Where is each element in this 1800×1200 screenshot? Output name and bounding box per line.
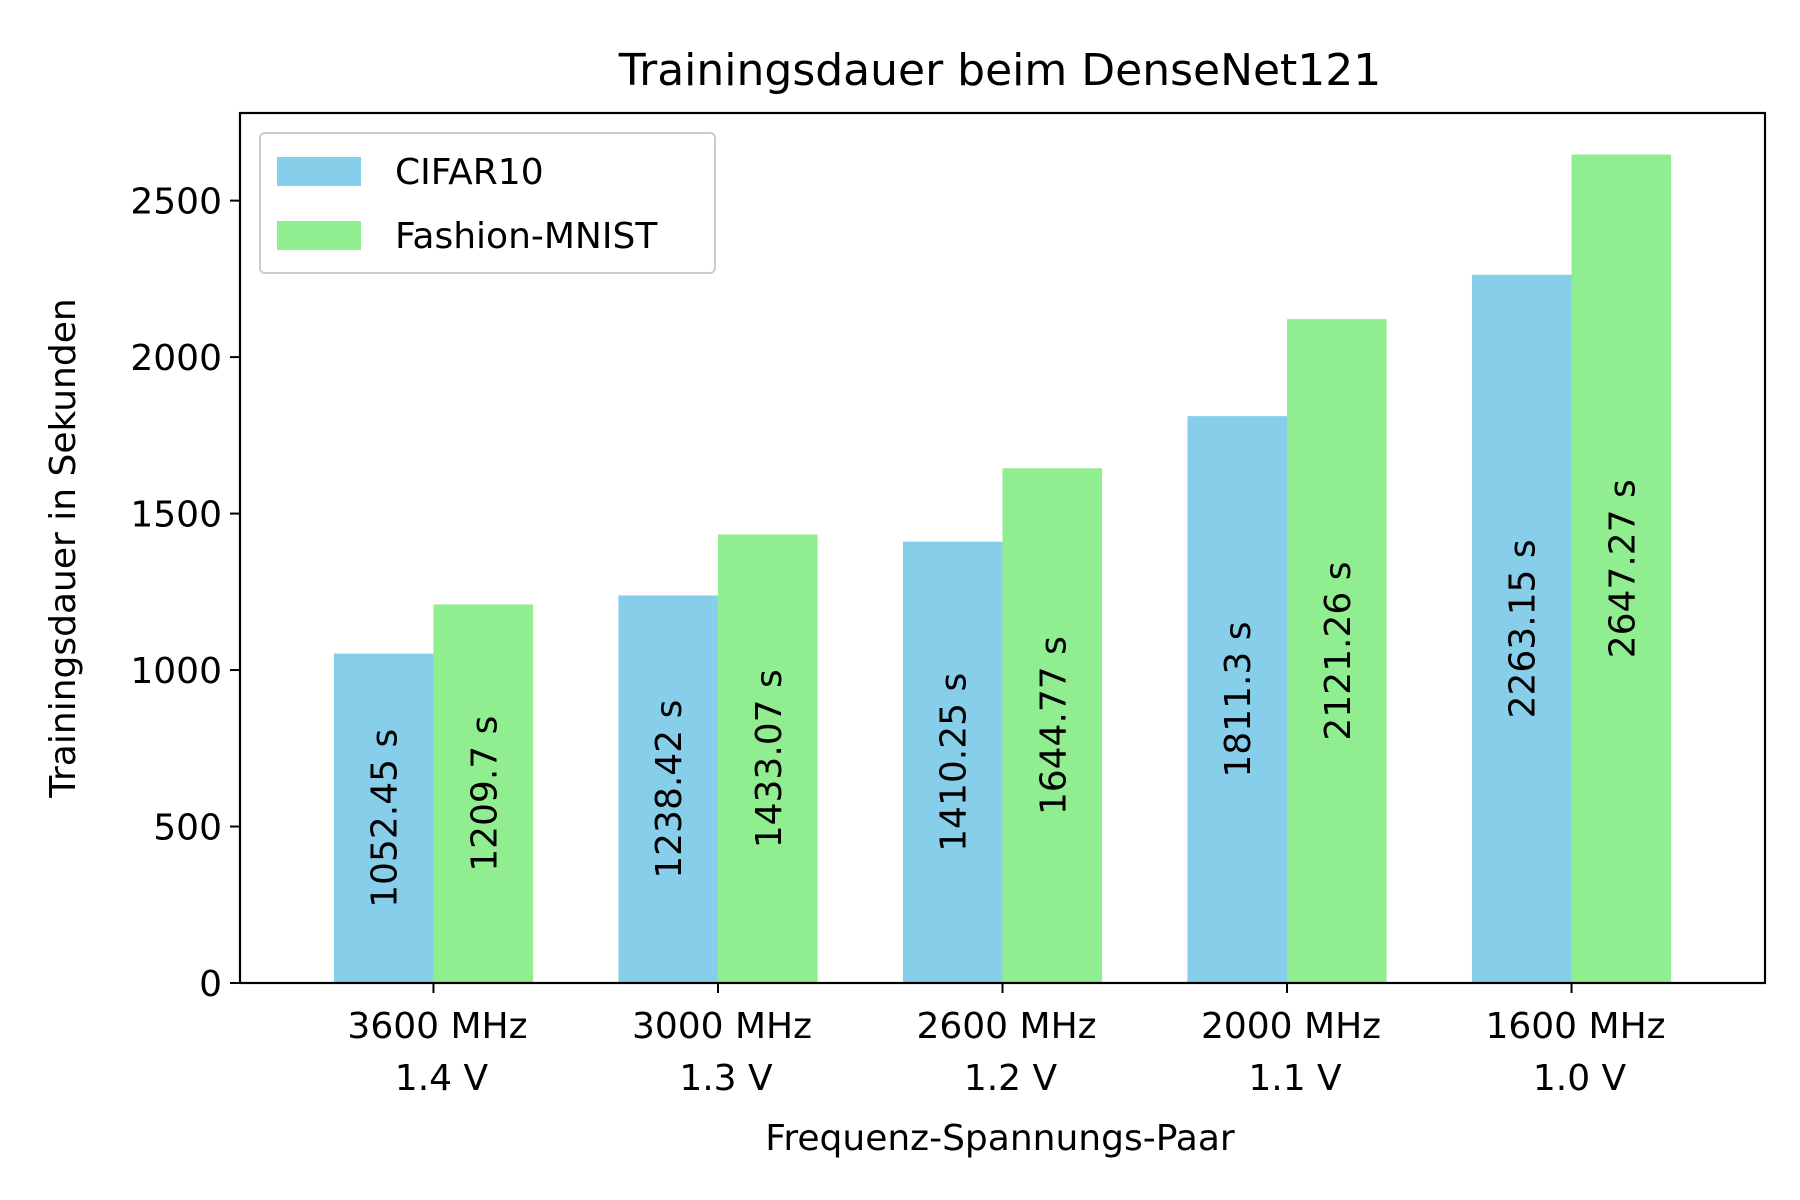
legend-swatch-cifar10 bbox=[277, 157, 361, 186]
bar-value-label-cifar10-1: 1238.42 s bbox=[649, 700, 690, 879]
y-axis: 0 500 1000 1500 2000 2500 bbox=[130, 182, 240, 1005]
x-tick-label: 1.1 V bbox=[1248, 1058, 1342, 1099]
bars-layer bbox=[333, 154, 1672, 984]
legend-swatch-fashion-mnist bbox=[277, 221, 361, 250]
bar-fashion-mnist-3 bbox=[1287, 319, 1387, 983]
x-tick-label: 1.0 V bbox=[1533, 1058, 1627, 1099]
bar-value-label-cifar10-3: 1811.3 s bbox=[1218, 621, 1259, 777]
bar-value-label-cifar10-0: 1052.45 s bbox=[365, 729, 406, 908]
bar-value-label-fashion-mnist-1: 1433.07 s bbox=[749, 669, 790, 848]
x-tick-label: 1600 MHz bbox=[1485, 1006, 1665, 1047]
x-axis: 3600 MHz 1.4 V 3000 MHz 1.3 V 2600 MHz 1.2 V 2… bbox=[347, 983, 1666, 1099]
bar-value-label-fashion-mnist-3: 2121.26 s bbox=[1318, 562, 1359, 741]
legend-box bbox=[259, 132, 716, 274]
x-tick-label: 2000 MHz bbox=[1201, 1006, 1381, 1047]
legend-label-fashion-mnist: Fashion-MNIST bbox=[395, 216, 658, 257]
legend-label-cifar10: CIFAR10 bbox=[395, 152, 544, 193]
x-tick-label: 3000 MHz bbox=[632, 1006, 812, 1047]
bar-value-label-cifar10-2: 1410.25 s bbox=[934, 673, 975, 852]
bar-cifar10-3 bbox=[1187, 416, 1288, 984]
x-tick-label: 3600 MHz bbox=[347, 1006, 527, 1047]
y-tick-label: 1500 bbox=[130, 495, 222, 536]
y-tick-label: 1000 bbox=[130, 651, 222, 692]
bar-cifar10-0 bbox=[333, 653, 434, 983]
bar-fashion-mnist-1 bbox=[717, 534, 818, 983]
y-tick-label: 2500 bbox=[130, 182, 222, 223]
bar-fashion-mnist-4 bbox=[1571, 154, 1672, 983]
x-tick-label: 1.3 V bbox=[679, 1058, 773, 1099]
bar-cifar10-2 bbox=[902, 541, 1003, 983]
x-axis-label: Frequenz-Spannungs-Paar bbox=[765, 1118, 1235, 1159]
chart-title: Trainingsdauer beim DenseNet121 bbox=[618, 45, 1382, 96]
y-axis-label: Trainingsdauer in Sekunden bbox=[43, 298, 84, 798]
bar-labels-layer: 1052.45 s 1238.42 s 1410.25 s 1811.3 s 2263.… bbox=[365, 479, 1644, 908]
y-tick-label: 500 bbox=[153, 808, 222, 849]
x-tick-label: 1.2 V bbox=[964, 1058, 1058, 1099]
bar-value-label-fashion-mnist-2: 1644.77 s bbox=[1033, 636, 1074, 815]
x-tick-label: 2600 MHz bbox=[916, 1006, 1096, 1047]
x-tick-label: 1.4 V bbox=[395, 1058, 489, 1099]
bar-fashion-mnist-0 bbox=[433, 604, 534, 983]
bar-cifar10-1 bbox=[618, 595, 718, 983]
y-tick-label: 2000 bbox=[130, 338, 222, 379]
bar-fashion-mnist-2 bbox=[1002, 468, 1103, 984]
y-tick-label: 0 bbox=[199, 964, 222, 1005]
bar-value-label-fashion-mnist-0: 1209.7 s bbox=[464, 716, 505, 872]
legend: CIFAR10 Fashion-MNIST bbox=[259, 132, 716, 274]
bar-cifar10-4 bbox=[1471, 274, 1572, 983]
bar-value-label-fashion-mnist-4: 2647.27 s bbox=[1602, 479, 1643, 658]
bar-value-label-cifar10-4: 2263.15 s bbox=[1503, 539, 1544, 718]
